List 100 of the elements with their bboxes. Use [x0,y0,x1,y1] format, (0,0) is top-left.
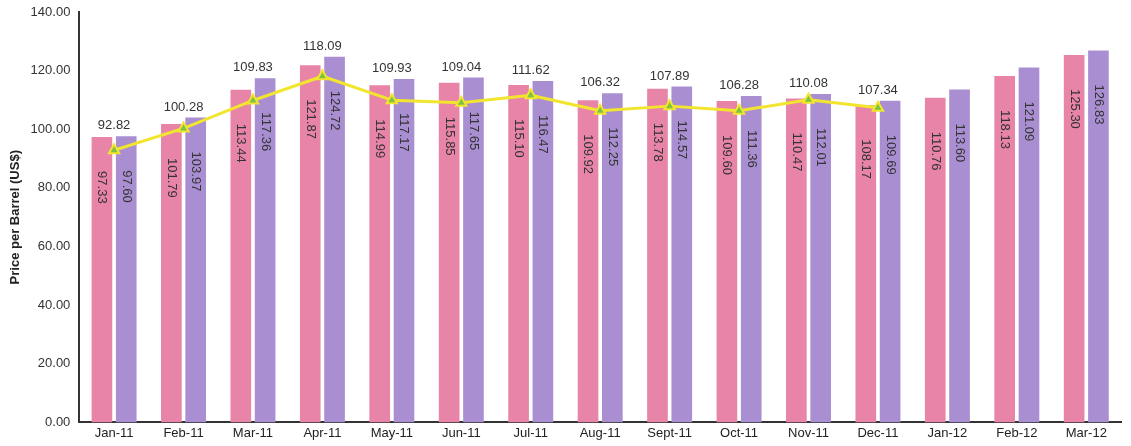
y-axis-title: Price per Barrel (US$) [7,150,23,285]
bar [185,117,207,423]
data-label: 117.36 [258,112,274,152]
data-label: 116.47 [536,114,552,154]
y-tick-label: 0.00 [45,413,71,429]
data-label: 92.82 [97,117,131,133]
bar [994,76,1016,423]
y-tick-label: 140.00 [30,3,71,19]
point [246,93,260,105]
x-tick-label: Jul-11 [513,424,548,440]
data-label: 114.99 [373,119,389,159]
data-label: 107.34 [858,81,898,97]
x-tick-label: Jan-12 [927,424,968,440]
data-label: 113.44 [234,123,250,163]
x-tick-label: Nov-11 [788,424,829,440]
y-tick-label: 60.00 [37,238,71,254]
point [663,99,676,111]
data-label: 107.89 [649,67,690,83]
data-label: 109.92 [581,134,597,174]
point [524,88,537,100]
data-label: 112.01 [814,128,830,167]
data-label: 113.60 [952,123,968,163]
bar [463,77,484,423]
bar [115,136,137,423]
data-label: 111.62 [511,62,550,78]
bar [299,65,321,423]
x-tick-label: Jan-11 [94,424,134,440]
x-tick-label: Apr-11 [303,424,342,440]
point [802,92,815,104]
y-tick-label: 40.00 [37,296,71,312]
bar [508,84,529,423]
bar [602,93,623,423]
point [177,121,190,133]
data-label: 115.85 [442,116,458,156]
bar [855,105,877,423]
data-label: 117.17 [397,112,413,152]
bar [740,95,762,423]
x-tick-label: Aug-11 [579,424,621,440]
data-label: 115.10 [512,118,528,158]
x-tick-label: Feb-12 [996,424,1038,440]
data-label: 109.83 [233,59,273,75]
x-tick-label: Oct-11 [720,424,759,440]
data-label: 118.09 [303,37,342,53]
y-tick-label: 120.00 [30,62,71,78]
x-tick-label: Jun-11 [441,424,481,440]
data-label: 106.28 [719,77,759,93]
bar [1063,55,1085,423]
data-label: 109.04 [441,58,482,74]
data-label: 106.32 [580,74,621,90]
y-tick-label: 100.00 [30,120,71,136]
bar [879,100,901,423]
data-label: 109.60 [720,135,736,175]
bar [369,85,391,423]
y-tick-label: 80.00 [37,179,71,195]
data-label: 110.76 [928,131,944,171]
y-tick-label: 20.00 [37,355,71,371]
bar [230,89,252,423]
x-tick-label: Feb-11 [163,424,204,440]
data-label: 108.17 [859,139,875,180]
point [316,69,329,81]
data-label: 126.83 [1091,84,1107,125]
bar [161,124,182,423]
data-label: 109.69 [883,134,899,175]
data-label: 118.13 [998,110,1014,149]
data-label: 117.65 [466,111,482,151]
bar [1018,67,1040,423]
bar [671,86,693,423]
bar [716,101,738,423]
x-tick-label: May-11 [370,424,414,440]
data-label: 110.47 [789,132,805,172]
point [385,93,399,105]
x-tick-label: Dec-11 [857,424,899,440]
data-label: 124.72 [327,90,343,131]
point [871,100,885,112]
data-label: 121.87 [303,99,319,139]
x-tick-label: Mar-11 [232,424,274,440]
data-label: 103.97 [189,151,205,192]
bar [577,100,599,423]
bar [393,78,415,423]
bar [254,78,276,423]
data-label: 97.33 [95,171,111,204]
bar [1088,50,1109,423]
data-label: 125.30 [1067,89,1083,129]
bar [647,88,668,423]
bar [91,137,113,423]
x-tick-label: Mar-12 [1065,424,1107,440]
bar [810,94,831,423]
data-label: 112.25 [605,127,621,167]
bar [949,89,970,423]
data-label: 114.57 [675,120,691,160]
bar [324,56,345,423]
bar [924,97,946,423]
data-label: 111.36 [744,129,760,168]
data-label: 113.78 [650,122,666,162]
data-label: 121.09 [1022,101,1038,142]
data-label: 101.79 [164,158,180,198]
data-label: 97.60 [119,170,135,203]
data-label: 100.28 [163,98,204,114]
bar [532,80,554,423]
point [593,103,607,115]
